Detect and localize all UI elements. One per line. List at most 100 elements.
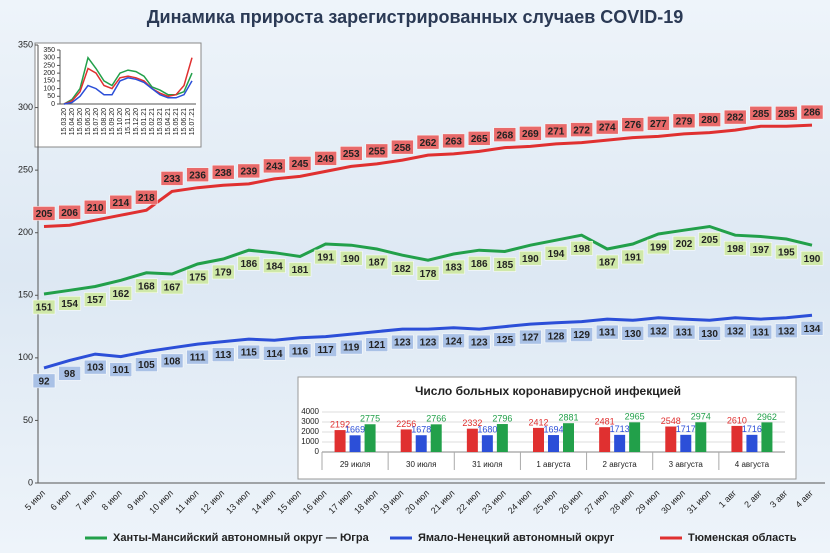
data-label-box (58, 366, 81, 381)
data-label-box (109, 286, 133, 301)
legend-label: Тюменская область (688, 532, 797, 544)
data-label: 1669 (345, 425, 365, 435)
data-label-box (467, 334, 491, 350)
data-label-box (339, 339, 363, 355)
data-label: 191 (624, 253, 641, 264)
data-label: 108 (164, 356, 181, 367)
bar (731, 425, 743, 452)
data-label: 167 (164, 283, 181, 294)
bar-inset-frame (297, 376, 797, 480)
bar (496, 424, 508, 452)
data-label: 218 (138, 193, 155, 204)
x-tick-label: 15.05.20 (77, 108, 84, 135)
x-tick-label: 15.10.20 (117, 108, 124, 135)
data-label: 103 (87, 363, 104, 374)
data-label: 271 (548, 127, 565, 138)
bar (665, 426, 677, 452)
data-label-box (211, 347, 235, 362)
y-tick-label: 50 (47, 93, 55, 100)
data-label: 243 (266, 162, 283, 173)
data-label: 98 (64, 369, 76, 380)
y-tick-label: 0 (28, 477, 33, 487)
data-label: 282 (727, 113, 744, 124)
data-label: 198 (727, 244, 744, 255)
y-tick-label: 250 (43, 62, 55, 69)
data-label-box (647, 239, 670, 255)
data-label: 119 (343, 343, 360, 354)
data-label: 214 (112, 198, 129, 209)
data-label: 255 (368, 147, 385, 158)
y-tick-label: 0 (315, 447, 320, 456)
bar (533, 427, 544, 452)
data-label-box (570, 122, 593, 137)
data-label: 272 (573, 125, 590, 136)
data-label: 2481 (595, 417, 615, 427)
data-label: 258 (394, 143, 411, 154)
data-label: 1713 (610, 424, 630, 434)
data-label: 2974 (691, 412, 711, 422)
data-label: 123 (394, 338, 411, 349)
y-tick-label: 4000 (301, 407, 319, 416)
data-label: 131 (599, 328, 616, 339)
data-label: 268 (496, 130, 513, 141)
data-label-box (160, 279, 184, 295)
data-label: 114 (266, 349, 283, 360)
data-label-box (493, 257, 517, 272)
chart-title: Динамика прироста зарегистрированных слу… (147, 7, 684, 27)
data-label: 1680 (477, 425, 497, 435)
series-line (63, 77, 193, 105)
data-label-box (263, 258, 286, 273)
x-tick-label: 15.05.21 (173, 108, 180, 135)
data-label-box (365, 337, 389, 352)
data-label: 190 (804, 254, 821, 265)
data-label-box (570, 240, 593, 256)
data-label-box (749, 324, 773, 340)
bar (629, 422, 641, 452)
data-label-box (237, 163, 261, 179)
x-tick-label: 15.03.20 (61, 108, 68, 135)
data-label-box (621, 326, 645, 341)
data-label-box (493, 332, 517, 347)
data-label-box (442, 133, 465, 149)
data-label: 101 (112, 365, 129, 376)
bar-inset-title: Число больных коронавирусной инфекцией (415, 384, 681, 398)
legend-label: Ханты-Мансийский автономный округ — Югра (113, 532, 370, 544)
data-label-box (544, 328, 568, 344)
data-label: 2766 (426, 414, 446, 424)
y-tick-label: 0 (51, 101, 55, 108)
y-tick-label: 200 (43, 70, 55, 77)
data-label-box (467, 255, 491, 271)
data-label: 117 (318, 345, 335, 356)
data-label-box (416, 334, 440, 350)
data-label-box (160, 353, 184, 369)
x-tick-label: 15.02.21 (149, 108, 156, 135)
data-label: 236 (189, 170, 206, 181)
data-label-box (800, 250, 824, 266)
bar (364, 424, 376, 452)
data-label: 285 (752, 109, 769, 120)
data-label: 151 (36, 303, 53, 314)
x-tick-label: 15.11.20 (125, 108, 132, 135)
data-label: 2775 (360, 414, 380, 424)
data-label-box (595, 119, 619, 135)
data-label-box (723, 240, 747, 256)
data-label-box (647, 116, 670, 131)
data-label: 184 (266, 261, 283, 272)
data-label: 92 (38, 377, 50, 388)
data-label: 2965 (625, 412, 645, 422)
x-tick-label: 15.06.21 (181, 108, 188, 135)
data-label: 132 (778, 326, 795, 337)
data-label-box (391, 334, 414, 350)
data-label: 134 (804, 324, 821, 335)
x-tick-label: 29 июля (340, 460, 370, 469)
data-label-box (186, 269, 209, 285)
data-label-box (83, 199, 107, 215)
data-label-box (135, 189, 158, 205)
x-tick-label: 15.04.21 (165, 108, 172, 135)
data-label: 187 (599, 258, 616, 269)
series-line (63, 55, 193, 105)
series-line (63, 57, 193, 105)
data-label: 121 (368, 340, 385, 351)
data-label: 183 (445, 263, 462, 274)
series-line (43, 313, 813, 370)
